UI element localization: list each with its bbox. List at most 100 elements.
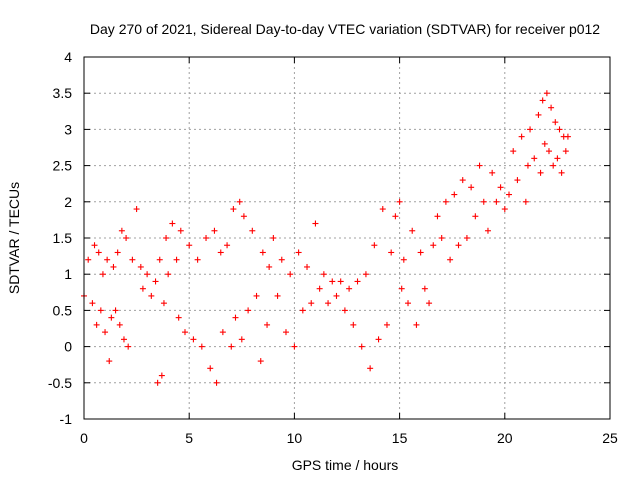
data-point — [333, 292, 340, 299]
y-axis-label: SDTVAR / TECUs — [6, 182, 22, 294]
y-tick-label: 0 — [64, 339, 72, 355]
data-point — [287, 271, 294, 278]
data-point — [137, 263, 144, 270]
data-point — [177, 227, 184, 234]
data-point — [217, 249, 224, 256]
data-point — [392, 213, 399, 220]
chart-title: Day 270 of 2021, Sidereal Day-to-day VTE… — [90, 21, 600, 37]
data-point — [564, 133, 571, 140]
data-point — [417, 249, 424, 256]
data-point — [527, 126, 534, 133]
data-point — [459, 177, 466, 184]
data-point — [257, 358, 264, 365]
data-point — [451, 191, 458, 198]
data-point — [203, 235, 210, 241]
x-tick-label: 15 — [392, 430, 408, 446]
data-point — [472, 213, 479, 220]
data-point — [484, 227, 491, 234]
y-tick-label: -1 — [60, 411, 73, 427]
data-point — [548, 104, 555, 111]
data-point — [129, 256, 136, 263]
data-point — [524, 162, 531, 169]
data-point — [537, 169, 544, 176]
data-point — [489, 169, 496, 176]
data-point — [550, 162, 557, 169]
data-point — [501, 206, 508, 213]
data-point — [160, 300, 167, 307]
data-point — [175, 314, 182, 321]
data-point — [539, 97, 546, 104]
data-point — [108, 314, 115, 321]
data-point — [354, 278, 361, 285]
data-point — [139, 285, 146, 292]
data-point — [468, 184, 475, 191]
data-point — [350, 321, 357, 328]
data-point — [510, 148, 517, 155]
data-point — [249, 227, 256, 234]
data-point — [173, 256, 180, 263]
data-point — [383, 321, 390, 328]
data-point — [497, 184, 504, 191]
data-point — [224, 242, 231, 249]
data-point — [194, 256, 201, 263]
data-point — [531, 155, 538, 162]
data-point — [169, 220, 176, 227]
data-point — [312, 220, 319, 227]
data-point — [120, 336, 127, 343]
x-tick-label: 5 — [185, 430, 193, 446]
data-point — [266, 263, 273, 270]
data-point — [426, 300, 433, 307]
data-point — [152, 278, 159, 285]
x-tick-label: 25 — [602, 430, 618, 446]
data-point — [148, 292, 155, 299]
data-point — [388, 249, 395, 256]
data-point — [198, 343, 205, 350]
data-point — [562, 148, 569, 155]
data-point — [133, 206, 140, 213]
gridlines — [84, 57, 610, 419]
data-point — [118, 227, 125, 234]
data-point — [396, 198, 403, 205]
data-point — [476, 162, 483, 169]
data-point — [282, 329, 289, 336]
data-point — [463, 235, 470, 241]
data-point — [346, 285, 353, 292]
axis-ticks: 0 5 10 15 20 25 -1 -0.5 0 0.5 1 1.5 2 2.5 3 3.5 4 — [48, 49, 618, 446]
data-point — [110, 263, 117, 270]
data-point — [154, 379, 161, 386]
y-tick-label: 0.5 — [53, 302, 73, 318]
data-point — [238, 336, 245, 343]
data-point — [97, 307, 104, 314]
data-point — [375, 336, 382, 343]
data-point — [236, 198, 243, 205]
data-point — [123, 235, 130, 241]
data-point — [447, 256, 454, 263]
data-point — [253, 292, 260, 299]
data-point — [545, 148, 552, 155]
data-point — [379, 206, 386, 213]
y-tick-label: 2 — [64, 194, 72, 210]
x-tick-label: 0 — [80, 430, 88, 446]
data-point — [211, 227, 218, 234]
data-point — [156, 256, 163, 263]
y-tick-label: 3.5 — [53, 85, 73, 101]
data-point — [102, 329, 109, 336]
data-point — [245, 307, 252, 314]
data-point — [558, 169, 565, 176]
data-point — [362, 271, 369, 278]
data-point — [112, 307, 119, 314]
data-point — [89, 300, 96, 307]
x-tick-label: 20 — [497, 430, 513, 446]
data-point — [270, 235, 277, 241]
data-point — [556, 126, 563, 133]
data-point — [514, 177, 521, 184]
data-point — [99, 271, 106, 278]
data-point — [93, 321, 100, 328]
data-point — [299, 307, 306, 314]
data-point — [158, 372, 165, 379]
data-point — [329, 278, 336, 285]
x-axis-label: GPS time / hours — [292, 457, 399, 473]
data-point — [398, 285, 405, 292]
data-point — [325, 300, 332, 307]
data-point — [186, 242, 193, 249]
